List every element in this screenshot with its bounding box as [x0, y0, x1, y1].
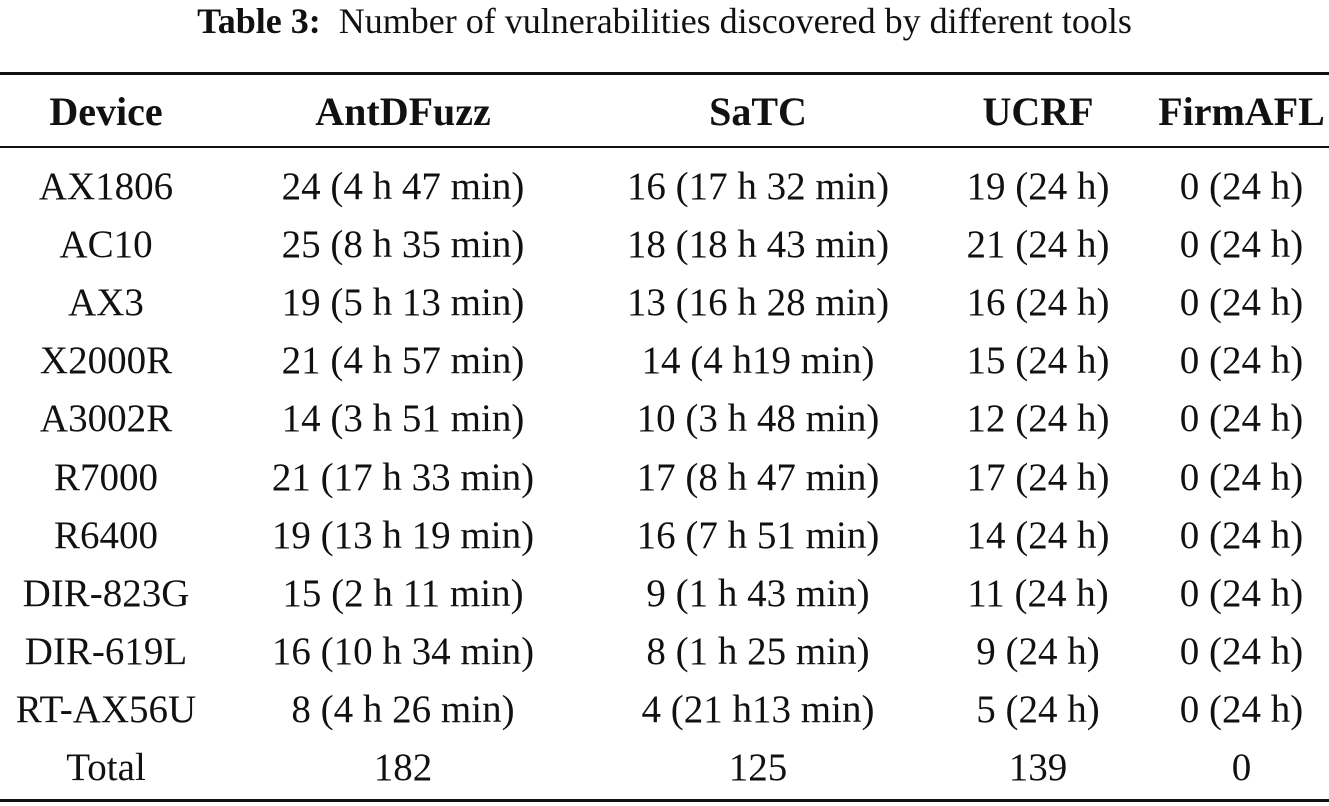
cell-satc: 4 (21 h13 min): [641, 688, 875, 732]
table-row: DIR-619L 16 (10 h 34 min) 8 (1 h 25 min) 9 …: [0, 623, 1329, 681]
cell-satc: 10 (3 h 48 min): [636, 397, 880, 441]
cell-satc: 18 (18 h 43 min): [626, 222, 890, 266]
column-header-device: Device: [49, 88, 163, 134]
column-header-antdfuzz: AntDFuzz: [315, 88, 491, 134]
cell-satc: 17 (8 h 47 min): [636, 455, 880, 499]
table-row: A3002R 14 (3 h 51 min) 10 (3 h 48 min) 12 (…: [0, 390, 1329, 448]
cell-antdfuzz: 24 (4 h 47 min): [281, 164, 525, 208]
table-row: AX1806 24 (4 h 47 min) 16 (17 h 32 min) 19 …: [0, 157, 1329, 215]
cell-antdfuzz: 14 (3 h 51 min): [281, 397, 525, 441]
cell-device: AC10: [59, 222, 153, 266]
cell-firmafl: 0 (24 h): [1179, 397, 1304, 441]
cell-ucrf: 21 (24 h): [966, 222, 1110, 266]
cell-firmafl: 0 (24 h): [1179, 339, 1304, 383]
cell-firmafl: 0 (24 h): [1179, 630, 1304, 674]
total-row: Total 182 125 139 0: [0, 739, 1329, 797]
column-header-ucrf: UCRF: [982, 88, 1094, 134]
cell-ucrf: 16 (24 h): [966, 280, 1110, 324]
cell-firmafl: 0 (24 h): [1179, 688, 1304, 732]
table-row: R7000 21 (17 h 33 min) 17 (8 h 47 min) 17 (…: [0, 448, 1329, 506]
top-rule: [0, 72, 1329, 75]
table-row: AC10 25 (8 h 35 min) 18 (18 h 43 min) 21 (2…: [0, 215, 1329, 273]
cell-satc: 125: [728, 746, 788, 790]
cell-antdfuzz: 15 (2 h 11 min): [282, 571, 524, 615]
cell-device: R6400: [53, 513, 158, 557]
cell-ucrf: 17 (24 h): [966, 455, 1110, 499]
column-header-satc: SaTC: [709, 88, 807, 134]
cell-antdfuzz: 16 (10 h 34 min): [271, 630, 535, 674]
header-rule: [0, 146, 1329, 148]
cell-device: DIR-619L: [24, 630, 188, 674]
table-row: DIR-823G 15 (2 h 11 min) 9 (1 h 43 min) 11 …: [0, 564, 1329, 622]
caption-label: Table 3:: [197, 1, 321, 41]
table-header: Device AntDFuzz SaTC UCRF FirmAFL: [0, 78, 1329, 144]
cell-ucrf: 11 (24 h): [967, 571, 1109, 615]
cell-device: DIR-823G: [22, 571, 190, 615]
cell-firmafl: 0 (24 h): [1179, 455, 1304, 499]
cell-antdfuzz: 8 (4 h 26 min): [291, 688, 515, 732]
cell-firmafl: 0 (24 h): [1179, 164, 1304, 208]
cell-antdfuzz: 21 (17 h 33 min): [271, 455, 535, 499]
cell-device: RT-AX56U: [15, 688, 197, 732]
table-caption: Table 3: Number of vulnerabilities disco…: [0, 0, 1329, 42]
cell-antdfuzz: 19 (13 h 19 min): [271, 513, 535, 557]
cell-satc: 16 (7 h 51 min): [636, 513, 880, 557]
cell-ucrf: 9 (24 h): [976, 630, 1100, 674]
caption-text: Number of vulnerabilities discovered by …: [338, 1, 1132, 41]
cell-device: Total: [66, 746, 146, 790]
cell-antdfuzz: 21 (4 h 57 min): [281, 339, 525, 383]
cell-ucrf: 139: [1008, 746, 1068, 790]
cell-device: A3002R: [39, 397, 173, 441]
cell-antdfuzz: 182: [373, 746, 433, 790]
cell-satc: 8 (1 h 25 min): [646, 630, 870, 674]
cell-device: AX3: [68, 280, 144, 324]
cell-ucrf: 15 (24 h): [966, 339, 1110, 383]
cell-device: X2000R: [39, 339, 173, 383]
cell-satc: 13 (16 h 28 min): [626, 280, 890, 324]
cell-ucrf: 14 (24 h): [966, 513, 1110, 557]
cell-satc: 16 (17 h 32 min): [626, 164, 890, 208]
cell-firmafl: 0 (24 h): [1179, 280, 1304, 324]
cell-firmafl: 0 (24 h): [1179, 571, 1304, 615]
column-header-firmafl: FirmAFL: [1158, 88, 1325, 134]
table-row: AX3 19 (5 h 13 min) 13 (16 h 28 min) 16 (24…: [0, 273, 1329, 331]
cell-device: R7000: [53, 455, 158, 499]
cell-satc: 9 (1 h 43 min): [646, 571, 870, 615]
cell-firmafl: 0 (24 h): [1179, 222, 1304, 266]
bottom-rule: [0, 799, 1329, 802]
table-row: RT-AX56U 8 (4 h 26 min) 4 (21 h13 min) 5 (2…: [0, 681, 1329, 739]
cell-antdfuzz: 25 (8 h 35 min): [281, 222, 525, 266]
cell-antdfuzz: 19 (5 h 13 min): [281, 280, 525, 324]
table-row: R6400 19 (13 h 19 min) 16 (7 h 51 min) 14 (…: [0, 506, 1329, 564]
cell-satc: 14 (4 h19 min): [641, 339, 875, 383]
cell-ucrf: 12 (24 h): [966, 397, 1110, 441]
cell-ucrf: 5 (24 h): [976, 688, 1100, 732]
results-table: AX1806 24 (4 h 47 min) 16 (17 h 32 min) 19 …: [0, 157, 1329, 797]
table-row: X2000R 21 (4 h 57 min) 14 (4 h19 min) 15 (2…: [0, 332, 1329, 390]
header-row: Device AntDFuzz SaTC UCRF FirmAFL: [0, 78, 1329, 144]
cell-firmafl: 0 (24 h): [1179, 513, 1304, 557]
cell-device: AX1806: [38, 164, 174, 208]
cell-firmafl: 0: [1231, 746, 1252, 790]
cell-ucrf: 19 (24 h): [966, 164, 1110, 208]
